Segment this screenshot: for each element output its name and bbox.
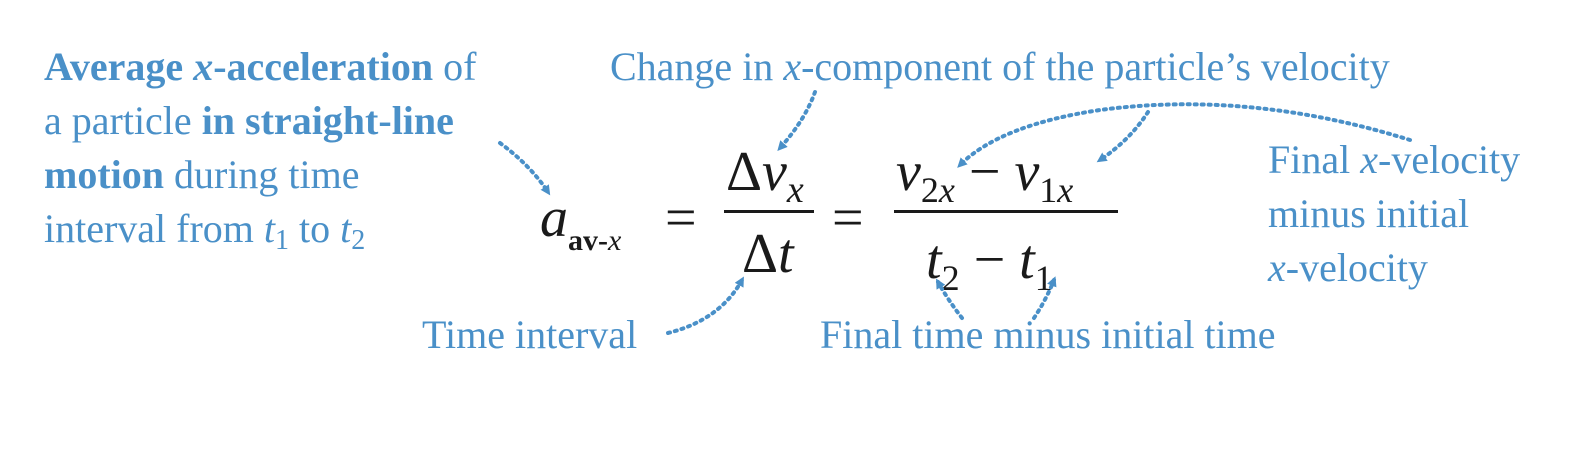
arrow-final-time-t2 — [936, 278, 964, 320]
arrow-top-to-delta-v — [777, 90, 817, 151]
arrow-left-to-symbol — [498, 141, 551, 196]
equals-sign: = — [665, 187, 697, 249]
delta-v-numerator: Δvx — [726, 141, 804, 211]
velocity-difference-numerator: v2x − v1x — [896, 141, 1074, 210]
arrow-right-to-v2x — [957, 102, 1412, 168]
final-minus-initial-velocity-label: Final x-velocity minus initial x-velocit… — [1268, 137, 1521, 290]
average-acceleration-symbol: aav-x — [540, 187, 622, 257]
delta-t-denominator: Δt — [742, 223, 794, 285]
time-difference-denominator: t2− t1 — [926, 229, 1053, 298]
arrow-final-time-t1 — [1032, 276, 1057, 320]
fraction-bar-1 — [724, 210, 814, 213]
arrow-time-interval — [666, 276, 744, 335]
average-acceleration-label: Average x-acceleration of a particle in … — [44, 44, 477, 256]
time-interval-label: Time interval — [422, 312, 638, 357]
equals-sign-2: = — [832, 187, 864, 249]
final-minus-initial-time-label: Final time minus initial time — [820, 312, 1276, 357]
fraction-bar-2 — [894, 210, 1118, 213]
arrow-right-to-v1x — [1096, 110, 1150, 163]
velocity-change-label: Change in x-component of the particle’s … — [610, 44, 1390, 89]
